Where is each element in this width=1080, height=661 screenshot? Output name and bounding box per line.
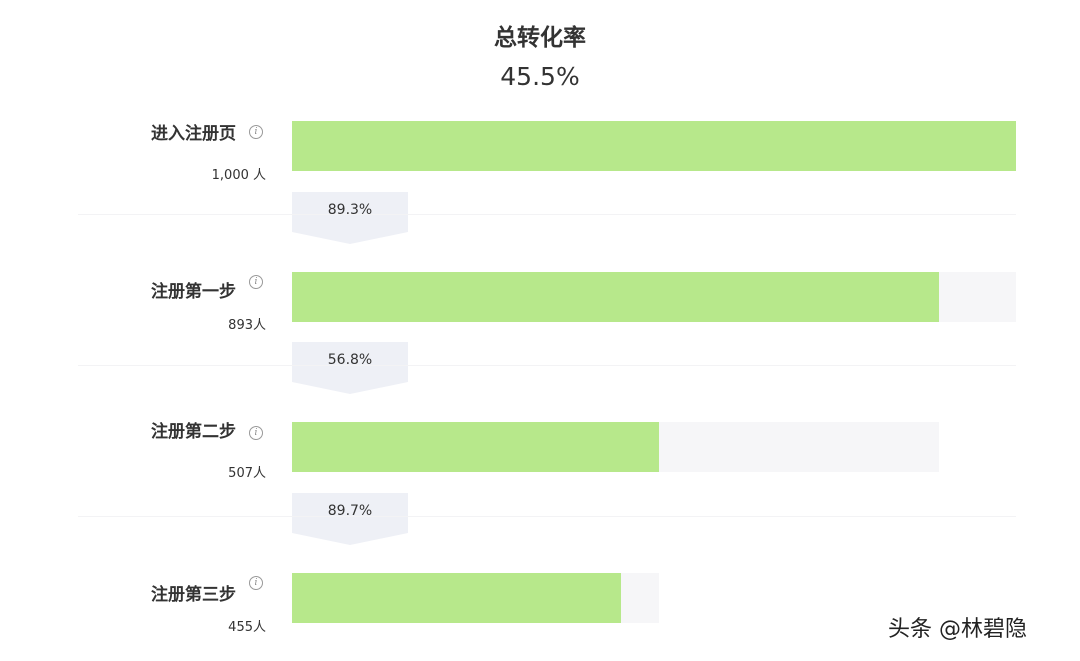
- chart-title: 总转化率: [494, 25, 586, 51]
- conversion-rate-label: 89.7%: [327, 503, 373, 519]
- divider: [78, 214, 1016, 215]
- info-icon[interactable]: i: [249, 125, 263, 139]
- arrow-shape: [292, 192, 408, 244]
- stage-label: 注册第一步: [151, 282, 236, 302]
- stage-label: 进入注册页: [151, 124, 236, 144]
- stage-bar[interactable]: [292, 121, 1016, 171]
- watermark: 头条 @林碧隐: [888, 617, 1027, 642]
- info-icon[interactable]: i: [249, 275, 263, 289]
- stage-count: 893人: [228, 318, 266, 333]
- conversion-arrow: 56.8%: [292, 342, 408, 394]
- stage-bar[interactable]: [292, 272, 939, 322]
- stage-label: 注册第二步: [151, 422, 236, 442]
- arrow-shape: [292, 493, 408, 545]
- stage-count: 455人: [228, 620, 266, 635]
- stage-label: 注册第三步: [151, 585, 236, 605]
- conversion-arrow: 89.7%: [292, 493, 408, 545]
- stage-count: 1,000 人: [211, 168, 266, 183]
- stage-count: 507人: [228, 466, 266, 481]
- divider: [78, 365, 1016, 366]
- conversion-rate-label: 56.8%: [327, 352, 373, 368]
- info-icon[interactable]: i: [249, 426, 263, 440]
- stage-bar[interactable]: [292, 422, 660, 472]
- conversion-rate-label: 89.3%: [327, 202, 373, 218]
- stage-bar[interactable]: [292, 573, 622, 623]
- arrow-shape: [292, 342, 408, 394]
- total-conversion-rate: 45.5%: [500, 62, 580, 91]
- conversion-arrow: 89.3%: [292, 192, 408, 244]
- info-icon[interactable]: i: [249, 576, 263, 590]
- divider: [78, 516, 1016, 517]
